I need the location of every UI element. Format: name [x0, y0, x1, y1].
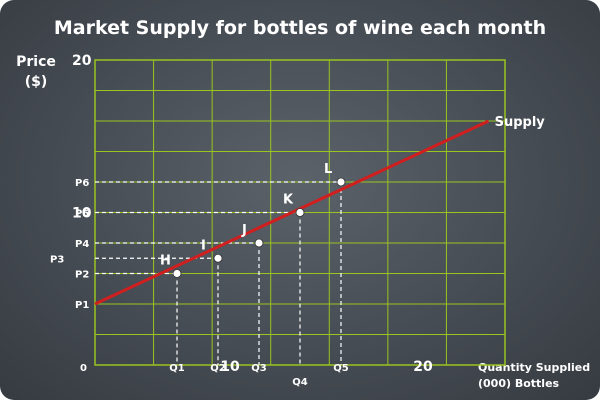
y-tick-20: 20 [72, 53, 92, 69]
x-axis-label-line2: (000) Bottles [478, 377, 560, 390]
point-label-i: I [201, 238, 206, 253]
point-label-l: L [324, 162, 332, 177]
x-marker-q1: Q1 [169, 363, 185, 374]
series-label-supply: Supply [495, 115, 546, 130]
y-axis-label-line2: ($) [24, 74, 48, 90]
y-marker-p5: P5 [75, 209, 89, 220]
point-l [336, 177, 346, 187]
x-axis-label: Quantity Supplied (000) Bottles [478, 360, 598, 392]
point-k [295, 208, 305, 217]
point-j [254, 238, 264, 248]
point-i [213, 253, 223, 263]
y-tick-10: 10 [72, 206, 92, 222]
point-h [172, 269, 182, 278]
y-axis-label: Price ($) [14, 52, 58, 92]
x-tick-20: 20 [413, 359, 433, 375]
x-marker-q4: Q4 [292, 377, 308, 388]
chart-title: Market Supply for bottles of wine each m… [53, 17, 547, 39]
point-label-k: K [283, 193, 294, 208]
point-label-j: J [241, 223, 247, 238]
y-marker-p1: P1 [75, 300, 89, 311]
x-tick-10: 10 [220, 359, 240, 375]
y-marker-p6: P6 [75, 178, 89, 189]
y-marker-p3: P3 [50, 254, 64, 265]
x-marker-q5: Q5 [333, 363, 349, 374]
x-axis-label-line1: Quantity Supplied [478, 361, 591, 374]
supply-line [94, 119, 490, 306]
x-marker-q3: Q3 [251, 363, 267, 374]
y-marker-p2: P2 [75, 270, 89, 281]
x-marker-q2: Q2 [210, 363, 226, 374]
point-label-h: H [160, 254, 171, 269]
x-tick-0: 0 [80, 363, 87, 374]
y-axis-label-line1: Price [16, 54, 56, 70]
y-marker-p4: P4 [75, 239, 89, 250]
